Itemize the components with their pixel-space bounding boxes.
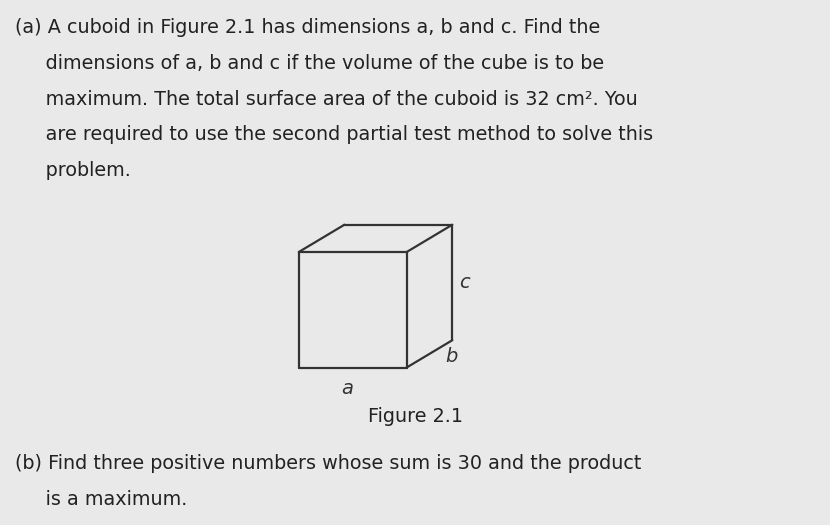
Text: are required to use the second partial test method to solve this: are required to use the second partial t… (15, 125, 653, 144)
Text: Figure 2.1: Figure 2.1 (368, 407, 462, 426)
Text: b: b (445, 347, 457, 366)
Text: c: c (459, 273, 470, 292)
Text: (b) Find three positive numbers whose sum is 30 and the product: (b) Find three positive numbers whose su… (15, 454, 642, 473)
Text: is a maximum.: is a maximum. (15, 490, 188, 509)
Text: maximum. The total surface area of the cuboid is 32 cm². You: maximum. The total surface area of the c… (15, 90, 637, 109)
Text: a: a (341, 379, 354, 398)
Text: dimensions of a, b and c if the volume of the cube is to be: dimensions of a, b and c if the volume o… (15, 54, 604, 73)
Text: (a) A cuboid in Figure 2.1 has dimensions a, b and c. Find the: (a) A cuboid in Figure 2.1 has dimension… (15, 18, 600, 37)
Text: problem.: problem. (15, 161, 131, 180)
